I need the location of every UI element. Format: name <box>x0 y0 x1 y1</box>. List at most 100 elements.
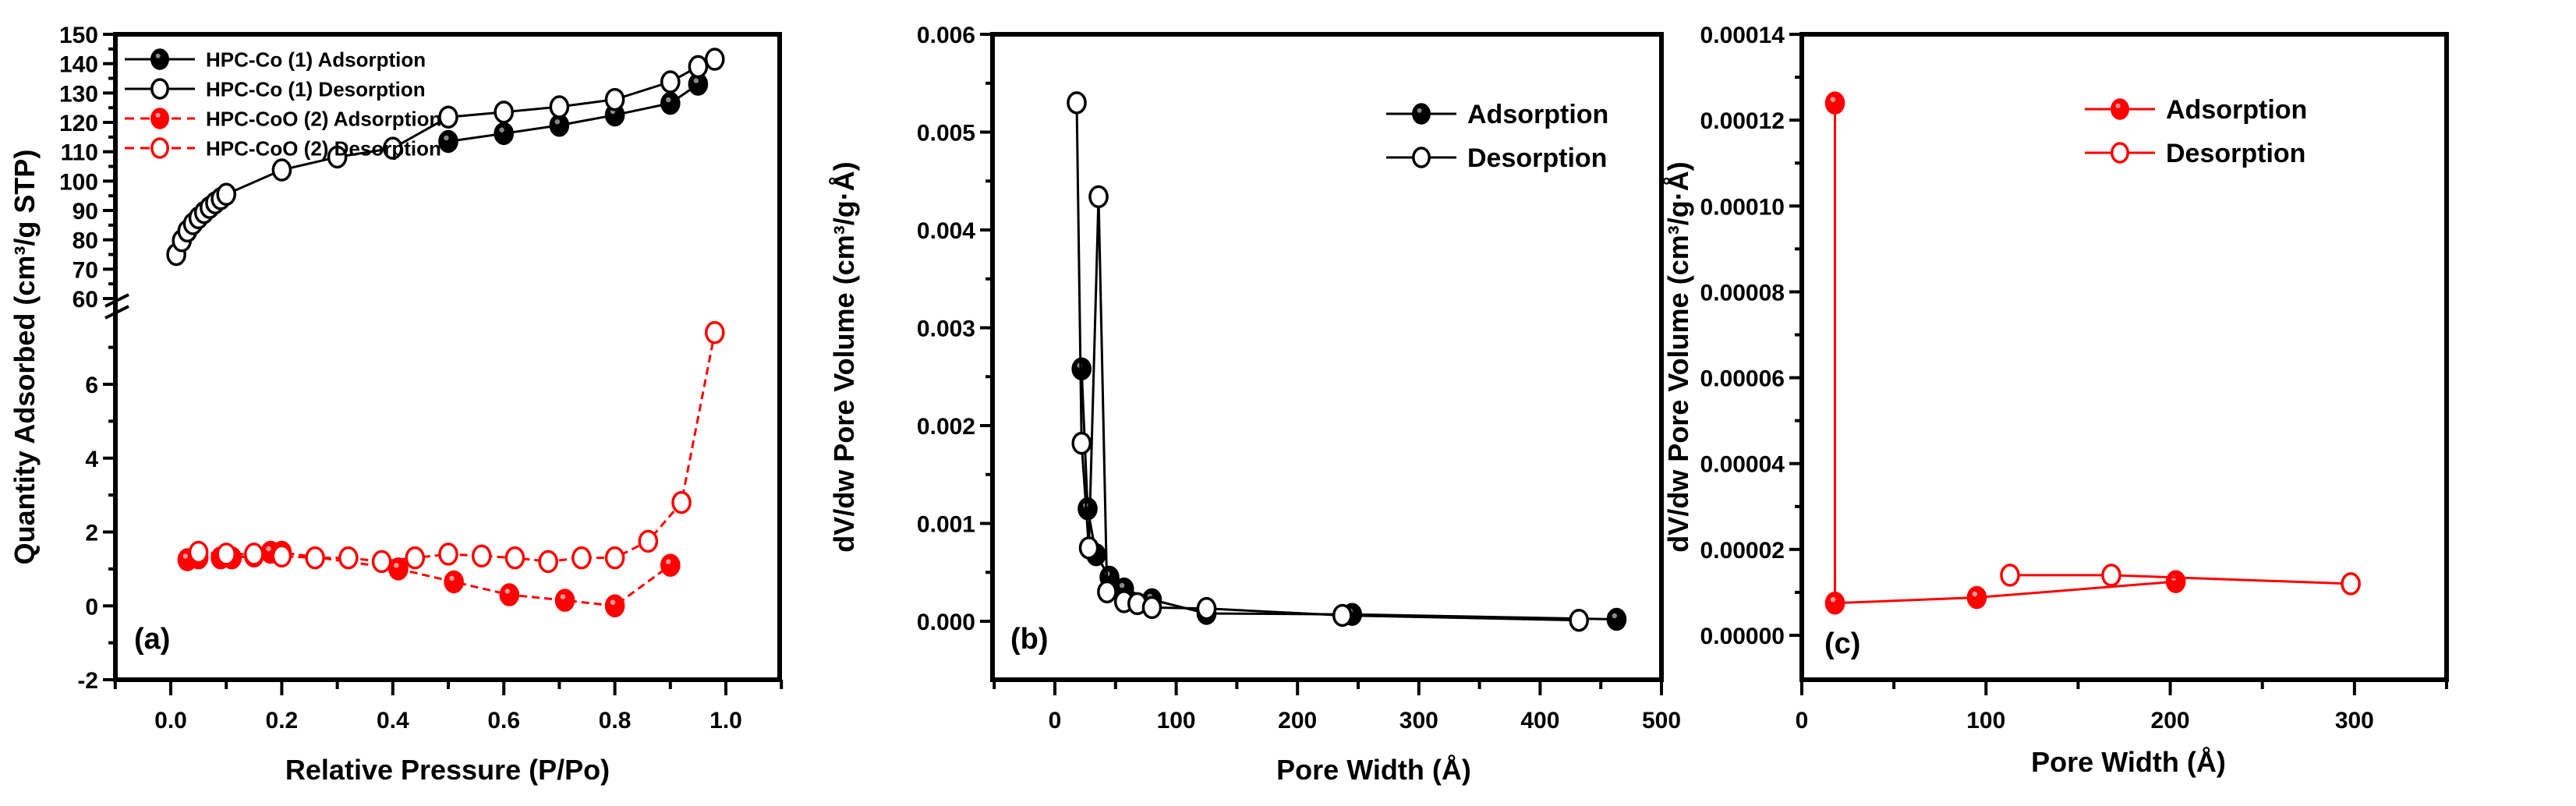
series-1 <box>2000 564 2361 596</box>
y-tick-label: -2 <box>77 668 98 694</box>
marker-highlight <box>394 563 399 568</box>
marker-highlight <box>610 599 616 605</box>
filled-circle-marker <box>1412 103 1431 125</box>
filled-circle-marker <box>499 583 520 606</box>
y-tick-label: 120 <box>59 111 98 136</box>
panel-label: (c) <box>1824 627 1860 660</box>
y-tick-label: 60 <box>73 287 98 313</box>
marker-highlight <box>266 546 271 552</box>
x-tick-label: 100 <box>1157 708 1196 734</box>
series-line <box>1080 369 1617 620</box>
panel-b-pore-distribution-chart: 0.000 0.001 0.002 0.003 0.004 0.005 0.006 0 100 2… <box>828 23 1681 786</box>
filled-circle-marker <box>388 557 409 581</box>
marker-highlight <box>182 553 189 559</box>
filled-circle-marker <box>660 91 681 115</box>
filled-circle-marker <box>494 122 515 146</box>
open-circle-marker <box>216 543 237 566</box>
x-tick-label: 500 <box>1642 708 1681 734</box>
x-tick-label: 0.0 <box>154 708 187 734</box>
y-axis-label: Quantity Adsorbed (cm³/g STP) <box>9 150 41 565</box>
open-circle-marker <box>438 105 458 129</box>
marker-highlight <box>2115 103 2121 108</box>
marker-highlight <box>1830 97 1836 102</box>
open-circle-marker <box>338 546 359 570</box>
open-circle-marker <box>1412 147 1431 168</box>
open-circle-marker <box>438 543 458 566</box>
open-circle-marker <box>494 101 515 124</box>
open-circle-marker <box>471 544 492 568</box>
marker-highlight <box>155 112 161 118</box>
open-circle-marker <box>704 320 725 345</box>
open-circle-marker <box>327 145 348 169</box>
y-tick-label: 6 <box>85 373 98 398</box>
x-tick-label: 0.8 <box>599 708 632 734</box>
filled-circle-marker <box>2165 570 2186 593</box>
y-tick-label: 0.003 <box>917 316 975 342</box>
filled-circle-marker <box>438 129 458 154</box>
y-tick-label: 0.00010 <box>1700 194 1785 220</box>
open-circle-marker <box>216 182 237 207</box>
panel-label: (b) <box>1010 623 1049 656</box>
open-circle-marker <box>704 48 725 71</box>
x-tick-label: 300 <box>1399 708 1438 734</box>
open-circle-marker <box>2101 564 2121 587</box>
marker-highlight <box>1972 591 1978 597</box>
open-circle-marker <box>188 540 209 564</box>
panel-label: (a) <box>134 623 170 656</box>
filled-circle-marker <box>1606 607 1627 631</box>
filled-circle-marker <box>1824 91 1845 115</box>
y-tick-label: 150 <box>59 23 98 48</box>
open-circle-marker <box>1067 91 1087 115</box>
x-axis-label: Pore Width (Å) <box>2031 746 2226 778</box>
open-circle-marker <box>1071 431 1092 455</box>
y-tick-label: 130 <box>59 81 98 107</box>
open-circle-marker <box>1097 580 1117 604</box>
x-axis-label: Pore Width (Å) <box>1276 754 1471 786</box>
y-tick-label: 0.001 <box>917 512 975 538</box>
open-circle-marker <box>688 55 709 79</box>
open-circle-marker <box>1196 596 1217 620</box>
axis-break-mark <box>104 305 129 320</box>
open-circle-marker <box>2111 142 2129 164</box>
x-tick-label: 0.6 <box>487 708 520 734</box>
y-tick-label: 0.005 <box>917 121 975 147</box>
legend-label: HPC-Co (1) Adsorption <box>206 48 426 71</box>
y-tick-label: 0.004 <box>917 218 975 244</box>
y-tick-label: 0.00006 <box>1700 366 1785 392</box>
y-tick-label: 0.000 <box>917 610 975 635</box>
x-tick-label: 0 <box>1049 708 1062 734</box>
series-line <box>1834 103 2176 605</box>
open-circle-marker <box>1088 185 1109 209</box>
filled-circle-marker <box>1824 591 1845 615</box>
open-circle-marker <box>150 78 169 100</box>
series-0 <box>438 72 709 154</box>
y-tick-label: 140 <box>59 52 98 78</box>
open-circle-marker <box>383 136 403 160</box>
open-circle-marker <box>1078 536 1099 560</box>
x-tick-label: 0 <box>1796 708 1809 734</box>
y-tick-label: 110 <box>61 140 98 166</box>
y-tick-label: 0.00004 <box>1700 452 1785 478</box>
x-axis-label: Relative Pressure (P/Po) <box>285 754 610 786</box>
legend-label: HPC-Co (1) Desorption <box>206 77 426 101</box>
x-tick-label: 0.2 <box>266 708 299 734</box>
marker-highlight <box>1830 596 1836 603</box>
filled-circle-marker <box>554 589 575 612</box>
y-axis-label: dV/dw Pore Volume (cm³/g·Å) <box>828 161 860 552</box>
series-line <box>198 332 717 563</box>
open-circle-marker <box>2000 564 2020 587</box>
y-tick-label: 0.006 <box>917 23 975 48</box>
filled-circle-marker <box>150 108 169 129</box>
open-circle-marker <box>638 529 659 553</box>
series-3 <box>188 320 725 574</box>
open-circle-marker <box>271 158 292 182</box>
open-circle-marker <box>2341 572 2361 596</box>
open-circle-marker <box>538 550 558 574</box>
marker-highlight <box>665 97 671 103</box>
series-line <box>1075 102 1580 622</box>
marker-highlight <box>444 135 449 141</box>
marker-highlight <box>1119 582 1125 589</box>
legend-label: HPC-CoO (2) Desorption <box>206 136 441 160</box>
filled-circle-marker <box>660 553 681 577</box>
